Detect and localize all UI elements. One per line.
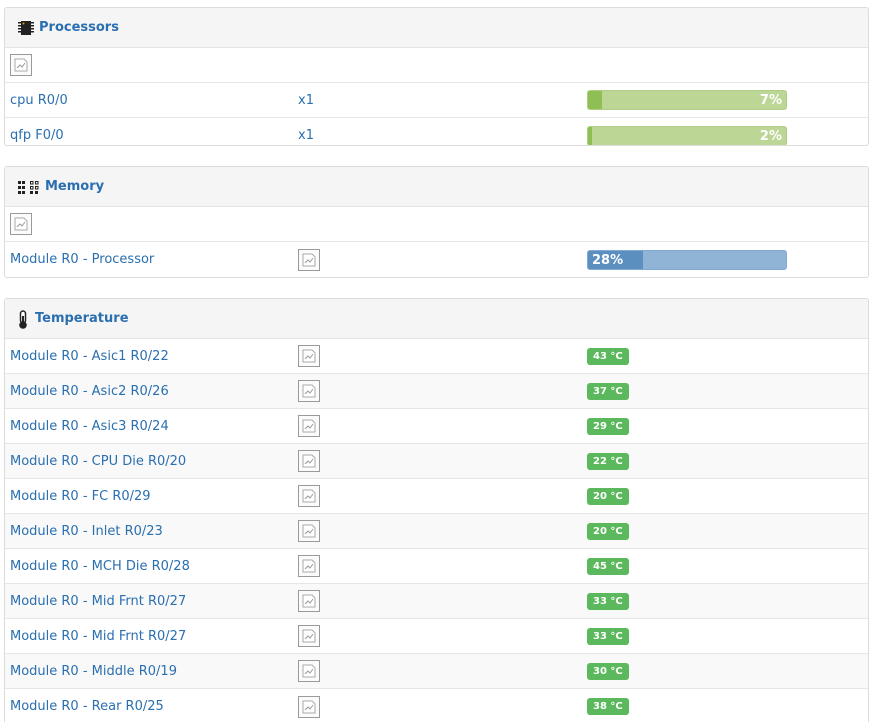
temperature-badge: 30 °C (587, 662, 629, 680)
sensor-label[interactable]: Module R0 - MCH Die R0/28 (10, 558, 190, 574)
sensor-label[interactable]: Module R0 - FC R0/29 (10, 488, 151, 504)
memory-graph-row (5, 207, 868, 242)
sensor-label[interactable]: Module R0 - Rear R0/25 (10, 699, 164, 714)
temperature-badge: 22 °C (587, 452, 629, 470)
processors-header: Processors (5, 8, 868, 48)
temperature-row[interactable]: Module R0 - Mid Frnt R0/27 33 °C (5, 584, 868, 619)
processor-label[interactable]: qfp F0/0 (10, 128, 64, 143)
temperature-badge: 43 °C (587, 347, 629, 365)
processor-count: x1 (298, 128, 314, 143)
temperature-badge: 45 °C (587, 557, 629, 575)
graph-thumbnail-icon[interactable] (298, 590, 320, 612)
temperature-list: Module R0 - Asic1 R0/22 43 °C Module R0 - … (5, 339, 868, 722)
temperature-badge: 29 °C (587, 417, 629, 435)
sensor-label[interactable]: Module R0 - Asic1 R0/22 (10, 348, 169, 364)
graph-thumbnail-icon[interactable] (298, 660, 320, 682)
graph-thumbnail-icon[interactable] (298, 248, 320, 271)
temperature-badge: 20 °C (587, 487, 629, 505)
graph-thumbnail-icon[interactable] (298, 625, 320, 647)
temperature-row[interactable]: Module R0 - Middle R0/19 30 °C (5, 654, 868, 689)
memory-grid-icon (17, 178, 39, 196)
processors-panel: Processors cpu R0/0 x1 7% qfp F0/0 x1 2% (4, 7, 869, 146)
sensor-label[interactable]: Module R0 - Mid Frnt R0/27 (10, 628, 187, 644)
sensor-label[interactable]: Module R0 - Inlet R0/23 (10, 523, 163, 539)
sensor-label[interactable]: Module R0 - Mid Frnt R0/27 (10, 593, 187, 609)
memory-usage-bar: 28% (587, 249, 787, 270)
memory-title: Memory (45, 179, 105, 194)
graph-thumbnail-icon[interactable] (298, 380, 320, 402)
thermometer-icon (17, 309, 29, 329)
sensor-label[interactable]: Module R0 - Asic3 R0/24 (10, 418, 169, 434)
temperature-badge: 38 °C (587, 698, 629, 715)
processor-label[interactable]: cpu R0/0 (10, 92, 68, 108)
memory-row[interactable]: Module R0 - Processor 28% (5, 242, 868, 277)
memory-header: Memory (5, 167, 868, 207)
processor-row[interactable]: qfp F0/0 x1 2% (5, 118, 868, 145)
graph-thumbnail-icon[interactable] (298, 520, 320, 542)
graph-thumbnail-icon[interactable] (298, 345, 320, 367)
temperature-row[interactable]: Module R0 - Rear R0/25 38 °C (5, 689, 868, 722)
graph-thumbnail-icon[interactable] (298, 415, 320, 437)
temperature-badge: 33 °C (587, 592, 629, 610)
graph-thumbnail-icon[interactable] (10, 213, 32, 235)
temperature-badge: 20 °C (587, 522, 629, 540)
temperature-header: Temperature (5, 299, 868, 339)
temperature-panel: Temperature Module R0 - Asic1 R0/22 43 °C… (4, 298, 869, 722)
temperature-row[interactable]: Module R0 - Asic1 R0/22 43 °C (5, 339, 868, 374)
graph-thumbnail-icon[interactable] (10, 54, 32, 76)
processor-row[interactable]: cpu R0/0 x1 7% (5, 83, 868, 118)
temperature-badge: 37 °C (587, 382, 629, 400)
temperature-row[interactable]: Module R0 - Inlet R0/23 20 °C (5, 514, 868, 549)
processor-usage-percent: 7% (759, 93, 782, 108)
temperature-title: Temperature (35, 311, 129, 326)
temperature-row[interactable]: Module R0 - FC R0/29 20 °C (5, 479, 868, 514)
processor-usage-bar: 7% (587, 90, 787, 110)
sensor-label[interactable]: Module R0 - CPU Die R0/20 (10, 453, 187, 469)
temperature-row[interactable]: Module R0 - Mid Frnt R0/27 33 °C (5, 619, 868, 654)
memory-usage-percent: 28% (592, 252, 624, 268)
temperature-row[interactable]: Module R0 - CPU Die R0/20 22 °C (5, 444, 868, 479)
memory-label[interactable]: Module R0 - Processor (10, 252, 155, 267)
processor-usage-fill (588, 126, 592, 145)
temperature-row[interactable]: Module R0 - Asic2 R0/26 37 °C (5, 374, 868, 409)
processor-usage-percent: 2% (759, 128, 782, 144)
processor-count: x1 (298, 92, 314, 108)
temperature-badge: 33 °C (587, 627, 629, 645)
processor-usage-fill (588, 91, 602, 109)
graph-thumbnail-icon[interactable] (298, 450, 320, 472)
memory-panel: Memory Module R0 - Processor 28% (4, 166, 869, 278)
sensor-label[interactable]: Module R0 - Asic2 R0/26 (10, 383, 169, 399)
sensor-label[interactable]: Module R0 - Middle R0/19 (10, 663, 177, 679)
processor-usage-bar: 2% (587, 125, 787, 145)
temperature-row[interactable]: Module R0 - Asic3 R0/24 29 °C (5, 409, 868, 444)
temperature-row[interactable]: Module R0 - MCH Die R0/28 45 °C (5, 549, 868, 584)
processors-graph-row (5, 48, 868, 83)
processor-chip-icon (17, 19, 35, 37)
processors-title: Processors (39, 20, 119, 35)
graph-thumbnail-icon[interactable] (298, 555, 320, 577)
graph-thumbnail-icon[interactable] (298, 485, 320, 507)
memory-usage-fill (588, 250, 644, 269)
graph-thumbnail-icon[interactable] (298, 695, 320, 718)
